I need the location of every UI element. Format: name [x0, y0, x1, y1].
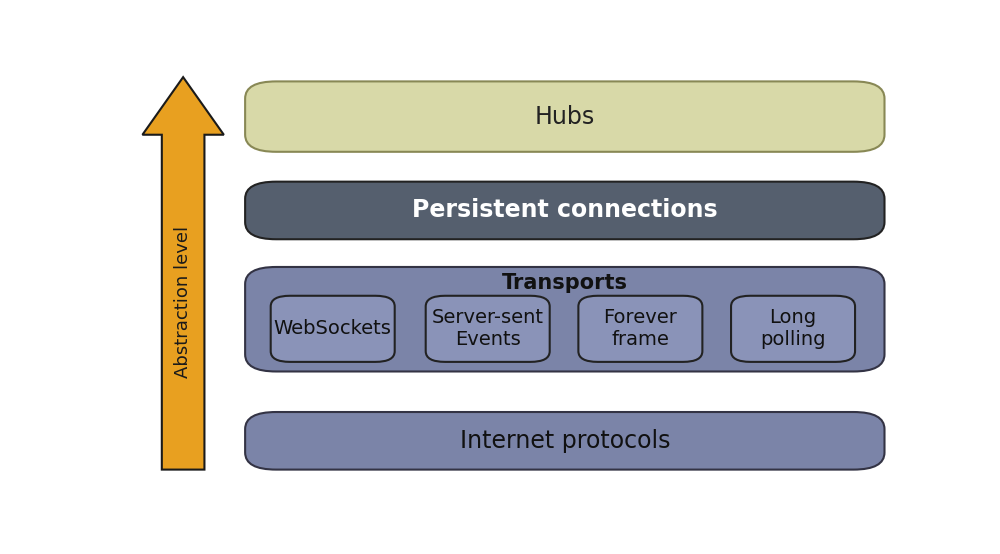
Text: WebSockets: WebSockets [274, 319, 392, 338]
Text: Hubs: Hubs [535, 105, 595, 129]
FancyBboxPatch shape [426, 296, 550, 362]
Text: Transports: Transports [502, 273, 628, 293]
FancyBboxPatch shape [245, 182, 885, 239]
FancyBboxPatch shape [578, 296, 702, 362]
Text: Abstraction level: Abstraction level [174, 226, 192, 378]
FancyBboxPatch shape [245, 412, 885, 470]
FancyBboxPatch shape [245, 81, 885, 152]
FancyBboxPatch shape [731, 296, 855, 362]
FancyBboxPatch shape [271, 296, 395, 362]
Text: Internet protocols: Internet protocols [460, 429, 670, 453]
Text: Server-sent
Events: Server-sent Events [432, 309, 544, 350]
Text: Persistent connections: Persistent connections [412, 198, 718, 223]
Text: Long
polling: Long polling [760, 309, 826, 350]
Polygon shape [142, 77, 224, 470]
FancyBboxPatch shape [245, 267, 885, 372]
Text: Forever
frame: Forever frame [603, 309, 677, 350]
